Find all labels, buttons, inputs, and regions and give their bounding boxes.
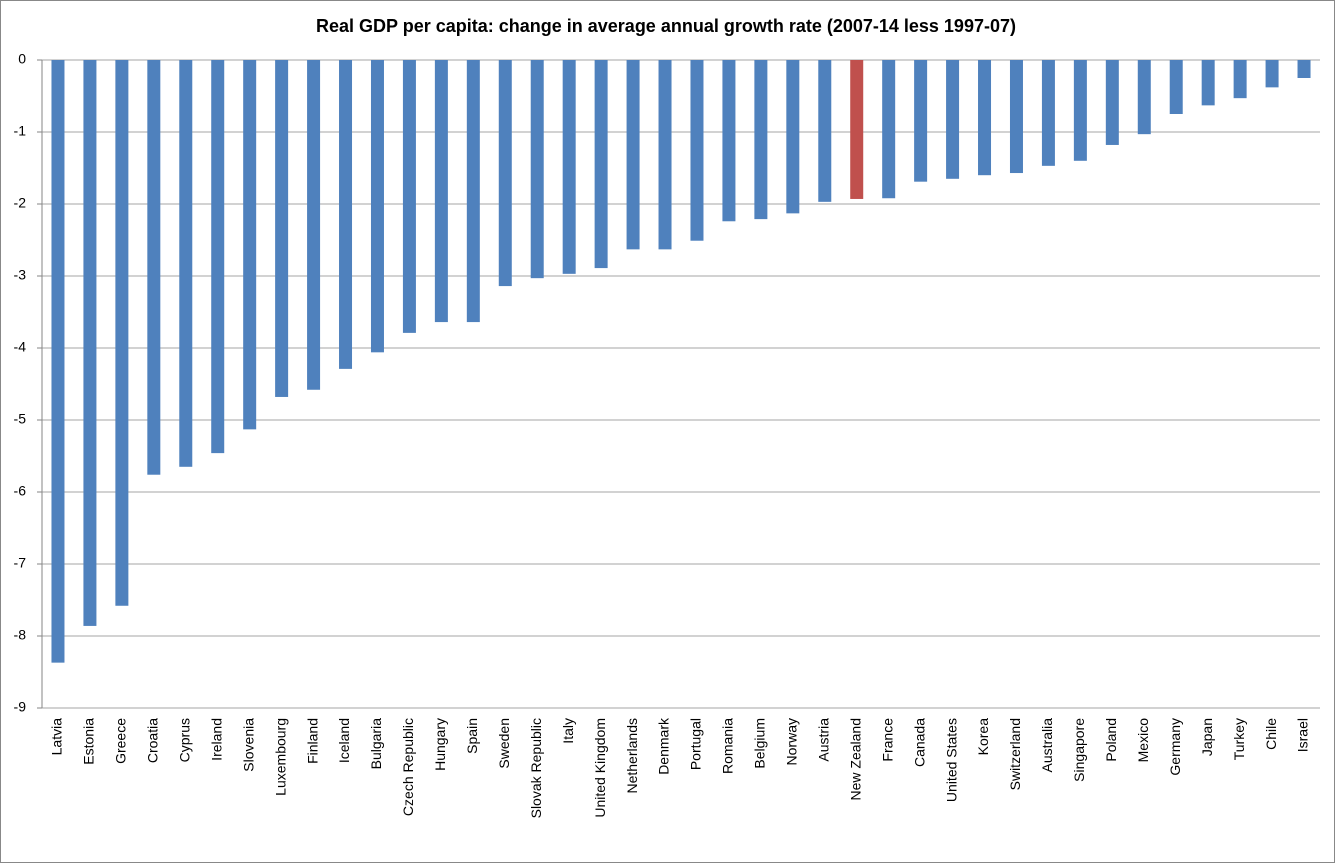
bar — [722, 60, 736, 222]
bar — [850, 60, 864, 199]
x-tick-label: Denmark — [656, 717, 672, 775]
x-tick-label: Mexico — [1135, 718, 1151, 763]
bar — [307, 60, 321, 390]
bar — [211, 60, 225, 454]
bar — [370, 60, 384, 353]
bar — [786, 60, 800, 214]
y-tick-label: -7 — [14, 555, 27, 571]
bar — [1169, 60, 1183, 114]
bar — [562, 60, 576, 274]
bar — [946, 60, 960, 179]
x-tick-label: Czech Republic — [400, 718, 416, 816]
x-tick-label: United Kingdom — [592, 718, 608, 818]
x-tick-label: Italy — [560, 718, 576, 744]
bar — [882, 60, 896, 199]
bar — [658, 60, 672, 250]
x-tick-label: Canada — [911, 718, 927, 767]
x-tick-label: Croatia — [145, 718, 161, 763]
y-tick-label: -9 — [14, 699, 27, 715]
x-tick-label: Slovak Republic — [528, 718, 544, 818]
y-tick-label: -4 — [14, 339, 27, 355]
bar — [115, 60, 129, 606]
x-tick-label: Belgium — [752, 718, 768, 769]
bar — [1297, 60, 1311, 78]
bar — [1137, 60, 1151, 135]
x-tick-label: Turkey — [1231, 718, 1247, 760]
x-tick-label: Iceland — [336, 718, 352, 763]
bar — [1233, 60, 1247, 99]
bar — [179, 60, 193, 467]
bar — [1073, 60, 1087, 161]
bar — [339, 60, 353, 369]
x-tick-label: Sweden — [496, 718, 512, 769]
x-tick-label: Germany — [1167, 718, 1183, 776]
bar — [914, 60, 928, 182]
bar — [818, 60, 832, 202]
x-tick-label: Greece — [113, 718, 129, 764]
bar — [690, 60, 704, 241]
x-tick-label: Singapore — [1071, 718, 1087, 782]
bar — [498, 60, 512, 287]
bar — [530, 60, 544, 279]
x-tick-label: Poland — [1103, 718, 1119, 762]
x-tick-label: Bulgaria — [368, 718, 384, 770]
x-tick-label: Austria — [815, 718, 831, 762]
bar — [1105, 60, 1119, 145]
x-tick-label: New Zealand — [847, 718, 863, 801]
x-tick-label: Switzerland — [1007, 718, 1023, 790]
y-tick-label: -6 — [14, 483, 27, 499]
x-tick-label: Estonia — [81, 718, 97, 765]
bar — [243, 60, 257, 430]
bar — [1041, 60, 1055, 166]
bar — [402, 60, 416, 333]
bar — [1009, 60, 1023, 174]
x-tick-label: Romania — [720, 718, 736, 774]
x-tick-label: Australia — [1039, 718, 1055, 773]
bar — [626, 60, 640, 250]
x-tick-label: Slovenia — [240, 718, 256, 772]
bar — [434, 60, 448, 323]
bar — [466, 60, 480, 323]
bar — [275, 60, 289, 397]
bar — [51, 60, 65, 663]
x-tick-label: Cyprus — [176, 718, 192, 762]
bar — [1201, 60, 1215, 106]
x-tick-label: Finland — [304, 718, 320, 764]
y-tick-label: -8 — [14, 627, 27, 643]
y-tick-label: -5 — [14, 411, 27, 427]
y-tick-label: -1 — [14, 123, 27, 139]
chart-title: Real GDP per capita: change in average a… — [316, 16, 1016, 36]
y-tick-label: -3 — [14, 267, 27, 283]
x-tick-label: Latvia — [49, 718, 65, 756]
x-tick-label: Israel — [1295, 718, 1311, 752]
bar — [754, 60, 768, 220]
x-tick-label: Hungary — [432, 718, 448, 771]
x-tick-label: Korea — [975, 718, 991, 756]
x-tick-label: Portugal — [688, 718, 704, 770]
bar — [978, 60, 992, 176]
x-tick-label: Luxembourg — [272, 718, 288, 796]
x-tick-label: United States — [943, 718, 959, 802]
x-tick-label: Spain — [464, 718, 480, 754]
x-tick-label: Ireland — [208, 718, 224, 761]
x-tick-label: Norway — [784, 718, 800, 765]
x-tick-label: France — [879, 718, 895, 762]
x-tick-label: Chile — [1263, 718, 1279, 750]
y-tick-label: -2 — [14, 195, 27, 211]
bar — [594, 60, 608, 269]
bar — [83, 60, 97, 626]
bar — [1265, 60, 1279, 88]
bar — [147, 60, 161, 475]
x-tick-label: Japan — [1199, 718, 1215, 756]
x-tick-label: Netherlands — [624, 718, 640, 794]
y-tick-label: 0 — [18, 51, 26, 67]
